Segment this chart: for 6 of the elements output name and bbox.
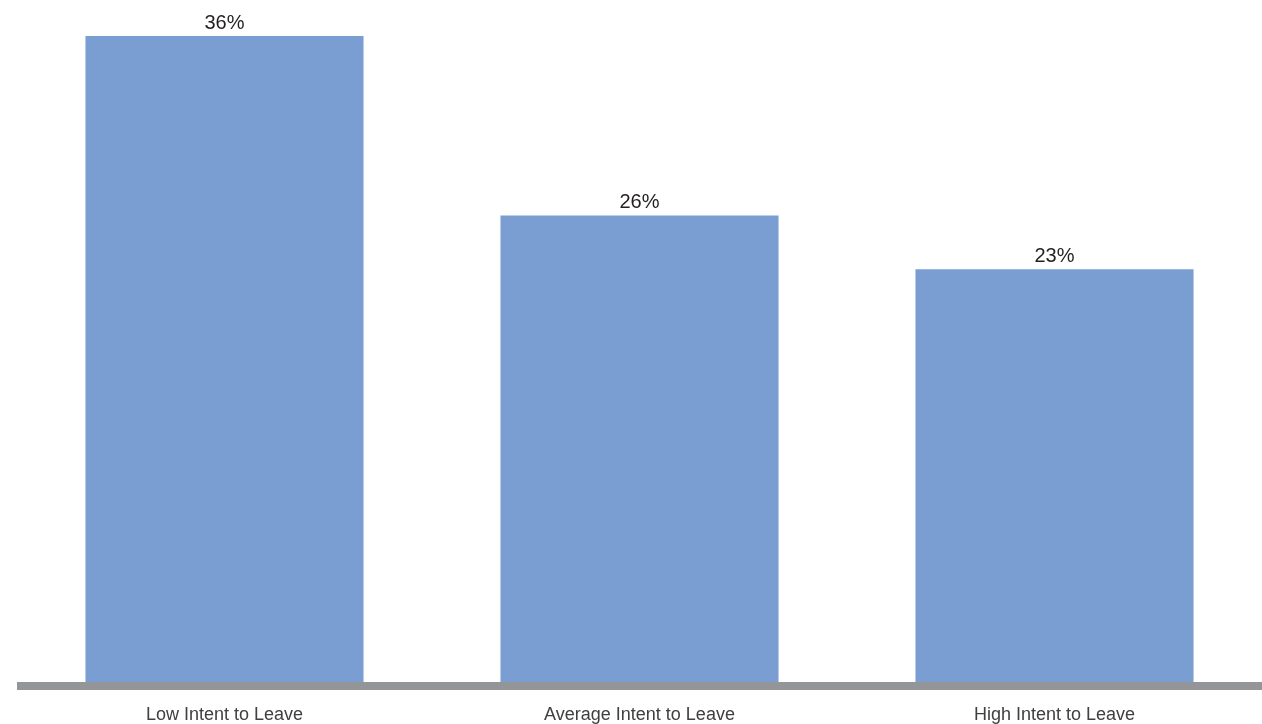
x-tick-label: High Intent to Leave: [973, 703, 1136, 724]
x-tick-label: Average Intent to Leave: [544, 703, 735, 724]
x-tick-label: Low Intent to Leave: [145, 703, 304, 724]
data-label: 36%: [204, 11, 245, 33]
data-label: 26%: [619, 190, 660, 213]
data-label: 23%: [1034, 244, 1075, 267]
